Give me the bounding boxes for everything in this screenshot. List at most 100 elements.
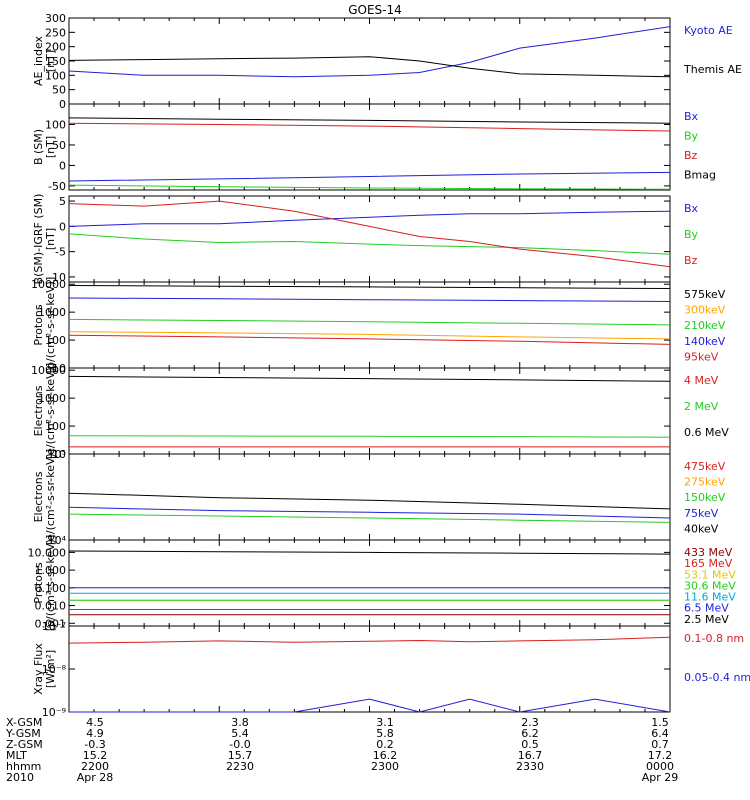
y-tick-label: 0.010 [35,600,67,613]
x-axis-row-value: 2300 [371,760,399,773]
legend-label: 2 MeV [684,400,719,413]
y-tick-label: 10000 [31,278,66,291]
y-axis-label: B (SM) [nT] [32,129,57,165]
panel-frame [68,103,671,191]
y-axis-label-line: [nT] [44,50,57,72]
y-axis-label: Electrons [e/(cm²-s-sr-keV)] [32,449,57,545]
y-tick-label: 1000 [38,306,66,319]
series-line [68,318,671,326]
y-axis-label-line: [W/m²] [44,650,57,688]
x-axis-row-value: 5.4 [231,727,249,740]
y-axis-label-line: Protons [32,304,45,345]
x-axis-table: X-GSM 4.5 3.8 3.1 2.3 1.5 Y-GSM 4.9 5.4 5.8 6.2 6.4… [5,716,678,784]
y-axis-label-line: [e/(cm²-s-sr-keV)] [44,449,57,545]
x-axis-row-label: MLT [6,749,27,762]
y-tick-label: 100 [45,118,66,131]
legend-label: 0.05-0.4 nm [684,671,750,684]
y-axis-label-line: [e/(cm²-s-sr-keV)] [44,363,57,459]
y-tick-label: 10000 [31,364,66,377]
panel-frame [68,281,671,369]
legend-label: 165 MeV [684,557,733,570]
y-axis-label: AE_index [nT] [32,35,57,86]
y-tick-label: 0.001 [35,617,67,630]
legend-label: Themis AE [683,63,742,76]
y-tick-label: 150 [45,55,66,68]
legend-label: 0.6 MeV [684,426,729,439]
y-axis-label-line: Xray Flux [32,643,45,695]
x-axis-row-value: 1.5 [651,716,669,729]
x-axis-row-value: 16.2 [373,749,398,762]
series-line [68,26,671,78]
x-axis-row-value: 16.7 [518,749,543,762]
x-axis-row-value: 5.8 [376,727,394,740]
series-line [68,184,671,190]
y-tick-label: 50 [52,139,66,152]
series-line [68,233,671,255]
y-tick-label: 10⁴ [48,534,67,547]
y-tick-label: 100 [45,334,66,347]
y-tick-label: 10 [52,448,66,461]
y-axis-label: Protons [p/(cm²-s-sr-keV)] [32,535,57,632]
x-axis-row-value: Apr 28 [77,771,114,784]
series-line [68,117,671,124]
legend-label: Bx [684,110,699,123]
x-axis-row-label: hhmm [6,760,41,773]
y-axis-label: B(SM)-IGRF (SM) [nT] [32,194,57,285]
y-tick-label: 300 [45,12,66,25]
legend-label: 475keV [684,460,726,473]
legend-label: 150keV [684,491,726,504]
legend-label: 0.1-0.8 nm [684,632,744,645]
y-tick-label: 10⁵ [48,448,66,461]
y-tick-label: -50 [48,180,66,193]
series-line [68,122,671,132]
legend-label: 53.1 MeV [684,568,736,581]
x-axis-row-value: 6.2 [521,727,539,740]
legend-label: 75keV [684,507,719,520]
x-axis-row-value: 2200 [81,760,109,773]
y-tick-label: 1000 [38,392,66,405]
legend-label: 40keV [684,522,719,535]
chart-panel-8: 10⁻⁹ 10⁻⁸ 10⁻⁷ Xray Flux [W/m²] 0.1-0.8 nm 0.0… [32,620,750,719]
legend-label: 275keV [684,476,726,489]
legend-label: Kyoto AE [684,24,733,37]
x-axis-row-value: -0.0 [229,738,250,751]
x-axis-row-value: 3.1 [376,716,394,729]
x-axis-row-value: 6.4 [651,727,669,740]
y-axis-label: Electrons [e/(cm²-s-sr-keV)] [32,363,57,459]
x-axis-row-value: 15.7 [228,749,253,762]
y-tick-label: 1.000 [35,564,67,577]
y-tick-label: 0 [59,159,66,172]
series-line [68,171,671,182]
y-tick-label: 0 [59,220,66,233]
series-line [68,375,671,382]
x-axis-row-value: 0.7 [651,738,669,751]
legend-label: 4 MeV [684,374,719,387]
legend-label: 433 MeV [684,546,733,559]
legend-label: Bz [684,149,698,162]
legend-label: 11.6 MeV [684,591,736,604]
x-axis-row-value: 0.2 [376,738,394,751]
legend-label: By [684,130,699,143]
legend-label: 575keV [684,288,726,301]
y-tick-label: 10 [52,362,66,375]
panel-frame [68,195,671,283]
legend-label: 6.5 MeV [684,602,729,615]
y-tick-label: 10⁻⁹ [42,706,66,719]
y-tick-label: 10.000 [28,546,67,559]
x-axis-row-label: 2010 [6,771,34,784]
x-axis-row-value: 4.9 [86,727,104,740]
y-tick-label: -5 [55,246,66,259]
x-axis-row-value: 3.8 [231,716,249,729]
y-tick-label: 0.100 [35,582,67,595]
series-line [68,435,671,438]
y-tick-label: 5 [59,195,66,208]
y-tick-label: 100 [45,420,66,433]
x-axis-row-value: 0000 [646,760,674,773]
x-axis-row-value: 17.2 [648,749,673,762]
legend-label: 210keV [684,319,726,332]
